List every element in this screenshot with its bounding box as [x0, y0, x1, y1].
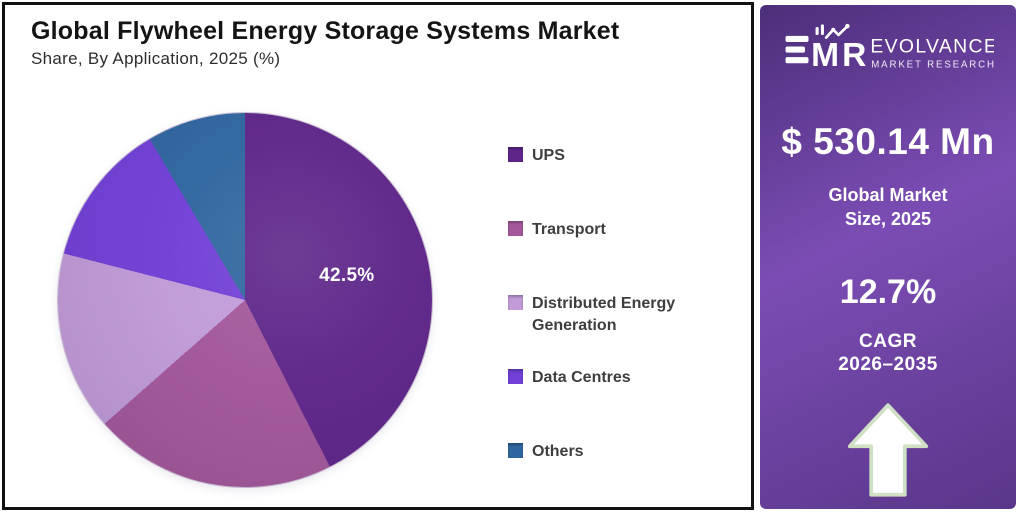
cagr-value: 12.7%	[839, 273, 937, 311]
legend-label: Data Centres	[532, 369, 631, 386]
legend-item: Data Centres	[508, 367, 707, 389]
logo-monogram-m: M	[811, 37, 839, 74]
logo-trend-dot	[831, 27, 836, 32]
legend-label: Distributed Energy Generation	[532, 295, 676, 335]
legend-label: Others	[532, 443, 584, 460]
logo-e-bar	[785, 57, 809, 64]
market-size-label-line1: Global Market	[828, 185, 948, 205]
chart-card: Global Flywheel Energy Storage Systems M…	[2, 2, 754, 510]
legend-swatch	[508, 369, 523, 384]
legend-item: Transport	[508, 219, 707, 241]
pie-slice-label: 42.5%	[319, 264, 375, 286]
legend-swatch	[508, 147, 523, 162]
logo-tick-bar	[815, 27, 819, 35]
cagr-label: CAGR	[859, 331, 917, 352]
brand-panel: M R EVOLVANCE MARKET RESEARCH $ 530.14 M…	[760, 5, 1016, 509]
brand-tagline: MARKET RESEARCH	[871, 60, 994, 71]
legend-item: Distributed Energy Generation	[508, 293, 707, 338]
legend-item: Others	[508, 441, 707, 463]
legend: UPS Transport Distributed Energy Generatio…	[508, 145, 738, 485]
legend-swatch	[508, 295, 523, 310]
chart-header: Global Flywheel Energy Storage Systems M…	[31, 16, 619, 69]
market-size-value: $ 530.14 Mn	[781, 121, 995, 162]
logo-e-bar	[785, 46, 805, 53]
pie-chart: 42.5%	[58, 113, 432, 487]
brand-name: EVOLVANCE	[870, 36, 994, 58]
logo-monogram-r: R	[842, 37, 866, 74]
emr-logo: M R EVOLVANCE MARKET RESEARCH	[760, 21, 1016, 79]
logo-tick-bar	[820, 24, 824, 35]
legend-item: UPS	[508, 145, 707, 167]
market-size-label-line2: Size, 2025	[844, 209, 932, 230]
cagr-period: 2026–2035	[838, 354, 938, 375]
market-size-label: Global Market Size, 2025	[760, 183, 1016, 232]
emr-logo-graphic: M R EVOLVANCE MARKET RESEARCH	[785, 23, 994, 74]
legend-swatch	[508, 221, 523, 236]
logo-e-bar	[785, 35, 809, 43]
legend-label: UPS	[532, 147, 565, 164]
chart-subtitle: Share, By Application, 2025 (%)	[31, 49, 281, 68]
legend-swatch	[508, 443, 523, 458]
logo-trend-dot	[845, 23, 850, 29]
growth-arrow	[760, 403, 1016, 497]
chart-title: Global Flywheel Energy Storage Systems M…	[31, 17, 620, 45]
logo-trend-line	[824, 24, 849, 39]
legend-label: Transport	[532, 221, 606, 238]
growth-arrow-icon	[847, 403, 929, 497]
